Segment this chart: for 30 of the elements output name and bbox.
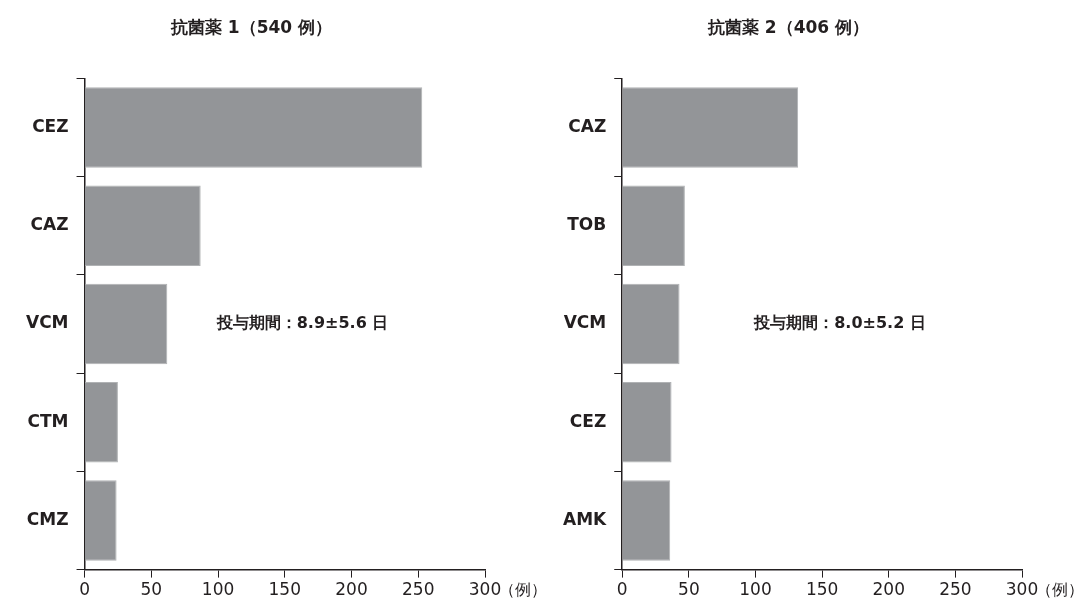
x-tick-label: 150 xyxy=(268,579,301,600)
y-tick-label: CTM xyxy=(27,410,69,431)
x-tick-label: 250 xyxy=(939,579,972,600)
y-tick-label: CEZ xyxy=(569,410,607,431)
x-tick-label: 250 xyxy=(402,579,435,600)
x-tick-label: 200 xyxy=(335,579,368,600)
x-tick-label: 200 xyxy=(872,579,905,600)
y-tick-label: CMZ xyxy=(26,508,69,529)
y-tick-label: VCM xyxy=(25,312,69,333)
x-tick-label: 0 xyxy=(616,579,628,600)
x-tick-label: 300 xyxy=(1005,579,1039,600)
x-tick-label: 50 xyxy=(678,579,700,600)
y-tick-label: TOB xyxy=(567,214,607,235)
annotation: 投与期間：8.9±5.6 日 xyxy=(215,313,389,333)
x-tick-label: 100 xyxy=(201,579,235,600)
y-tick-label: VCM xyxy=(563,312,607,333)
x-tick-label: 300 xyxy=(468,579,502,600)
x-tick-label: 150 xyxy=(805,579,839,600)
y-tick-label: CEZ xyxy=(32,115,69,136)
y-tick-label: CAZ xyxy=(30,214,69,235)
x-tick-label: 100 xyxy=(739,579,772,600)
x-axis-title: （例） xyxy=(499,579,547,599)
chart-title: 抗菌薬 2（406 例） xyxy=(706,16,870,37)
annotation: 投与期間：8.0±5.2 日 xyxy=(753,313,926,333)
x-axis-title: （例） xyxy=(1036,579,1084,599)
y-tick-label: CAZ xyxy=(568,115,607,136)
x-tick-label: 0 xyxy=(79,579,90,600)
x-tick-label: 50 xyxy=(140,579,163,600)
chart-title: 抗菌薬 1（540 例） xyxy=(169,16,333,37)
y-tick-label: AMK xyxy=(563,508,608,529)
